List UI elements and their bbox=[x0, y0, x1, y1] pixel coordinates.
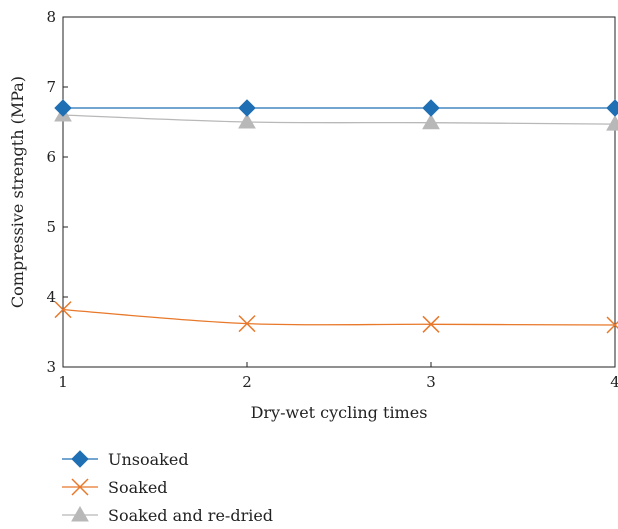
data-point-soaked bbox=[238, 315, 256, 333]
x-tick-label: 3 bbox=[426, 373, 436, 391]
legend-marker-soaked-stroke-b bbox=[71, 478, 89, 496]
data-point-unsoaked bbox=[422, 99, 440, 117]
legend-item-soaked-and-re-dried: Soaked and re-dried bbox=[62, 501, 273, 529]
data-point-soaked bbox=[54, 301, 72, 319]
data-point-soaked-stroke-b bbox=[238, 315, 256, 333]
series-soaked bbox=[54, 301, 618, 334]
data-point-unsoaked bbox=[606, 99, 618, 117]
x-tick-label: 4 bbox=[610, 373, 618, 391]
y-tick-label: 8 bbox=[46, 8, 56, 26]
data-point-soaked-stroke-b bbox=[54, 301, 72, 319]
series-line-soaked-and-re-dried bbox=[62, 114, 616, 125]
plot-frame bbox=[62, 16, 616, 368]
y-tick-label: 5 bbox=[46, 218, 56, 236]
x-tick-label: 2 bbox=[242, 373, 252, 391]
legend-marker-soaked-and-re-dried bbox=[71, 506, 89, 522]
series-line-soaked bbox=[62, 308, 616, 326]
legend-item-unsoaked: Unsoaked bbox=[62, 445, 273, 473]
y-tick-label: 3 bbox=[46, 358, 56, 376]
y-tick-label: 7 bbox=[46, 78, 56, 96]
data-point-soaked bbox=[606, 316, 618, 334]
data-point-unsoaked bbox=[54, 99, 72, 117]
data-point-soaked-and-re-dried bbox=[422, 113, 440, 130]
series-soaked-and-re-dried bbox=[54, 105, 618, 131]
x-axis-title: Dry-wet cycling times bbox=[251, 403, 428, 422]
data-point-soaked-stroke-b bbox=[606, 320, 618, 334]
data-point-unsoaked bbox=[238, 99, 256, 117]
legend-item-soaked: Soaked bbox=[62, 473, 273, 501]
data-point-soaked-stroke-b bbox=[422, 315, 440, 333]
legend-swatch-unsoaked bbox=[62, 450, 98, 468]
legend-marker-unsoaked bbox=[71, 450, 89, 468]
legend-label-unsoaked: Unsoaked bbox=[108, 449, 189, 469]
y-axis-title: Compressive strength (MPa) bbox=[8, 76, 27, 308]
y-tick-label: 6 bbox=[46, 148, 56, 166]
legend-label-soaked-and-re-dried: Soaked and re-dried bbox=[108, 505, 274, 525]
x-tick-label: 1 bbox=[58, 373, 68, 391]
legend-swatch-soaked bbox=[62, 478, 98, 496]
legend-marker-soaked bbox=[71, 478, 89, 496]
legend: Unsoaked Soaked Soaked and re-dried bbox=[62, 445, 273, 529]
y-tick-label: 4 bbox=[46, 288, 56, 306]
data-point-soaked-and-re-dried bbox=[606, 115, 618, 131]
legend-label-soaked: Soaked bbox=[108, 477, 168, 497]
legend-swatch-soaked-and-re-dried bbox=[62, 506, 98, 522]
series-unsoaked bbox=[54, 99, 618, 117]
data-point-soaked-and-re-dried bbox=[238, 112, 256, 129]
data-point-soaked bbox=[422, 315, 440, 333]
